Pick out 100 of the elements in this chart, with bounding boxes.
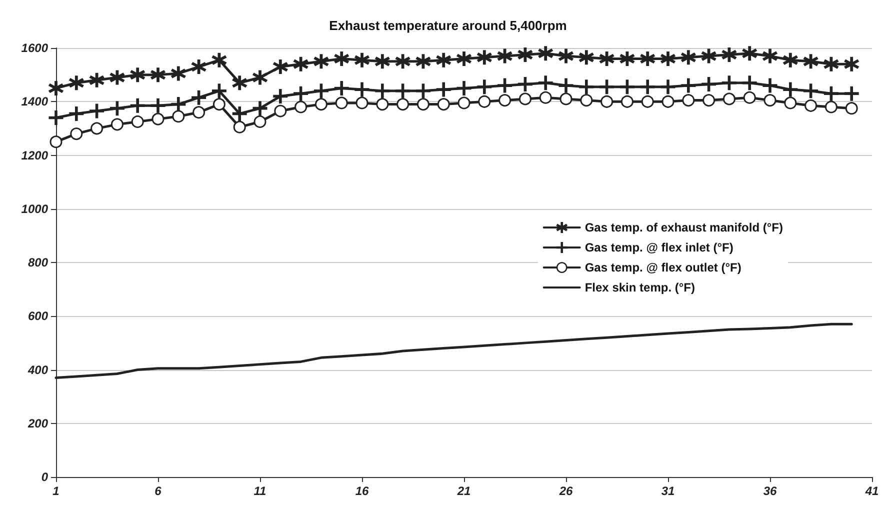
point xyxy=(458,96,470,110)
point xyxy=(579,50,594,65)
point xyxy=(742,46,757,61)
point xyxy=(436,82,451,97)
point xyxy=(804,84,818,98)
point xyxy=(90,122,104,135)
point xyxy=(660,51,676,66)
x-tick-label: 26 xyxy=(558,484,573,498)
point xyxy=(538,76,553,90)
point xyxy=(580,94,593,107)
point xyxy=(845,102,858,115)
y-tick-label: 1000 xyxy=(21,202,48,216)
y-tick-label: 800 xyxy=(28,256,48,270)
chart-title: Exhaust temperature around 5,400rpm xyxy=(329,18,567,33)
point xyxy=(274,104,287,118)
point xyxy=(804,99,818,112)
point xyxy=(314,84,328,98)
point xyxy=(437,98,450,111)
point xyxy=(600,80,614,94)
point xyxy=(844,56,859,72)
point xyxy=(518,47,532,62)
point xyxy=(681,78,696,93)
x-tick-label: 11 xyxy=(254,484,267,498)
y-tick-label: 1600 xyxy=(21,41,48,55)
point xyxy=(233,120,246,134)
point xyxy=(375,54,390,69)
point xyxy=(354,52,370,68)
point xyxy=(702,94,716,107)
legend-label: Gas temp. of exhaust manifold (°F) xyxy=(584,220,784,234)
y-tick-label: 0 xyxy=(41,470,48,484)
point xyxy=(762,78,778,93)
point xyxy=(662,95,674,108)
point xyxy=(498,78,512,93)
point xyxy=(130,68,145,82)
x-tick-label: 16 xyxy=(355,484,369,498)
point xyxy=(192,90,206,105)
point xyxy=(50,136,62,148)
point xyxy=(212,52,226,68)
point xyxy=(130,98,145,113)
point xyxy=(558,48,574,64)
point xyxy=(69,76,84,90)
point xyxy=(682,94,695,107)
point xyxy=(539,91,552,104)
legend-label: Flex skin temp. (°F) xyxy=(584,280,696,294)
line-series xyxy=(54,322,853,380)
point xyxy=(232,76,247,90)
point xyxy=(150,98,166,113)
point xyxy=(375,84,390,98)
point xyxy=(600,51,614,66)
point xyxy=(69,106,84,121)
point xyxy=(294,86,308,101)
x-tick-label: 1 xyxy=(52,484,60,498)
point xyxy=(620,95,634,108)
point xyxy=(212,98,226,111)
point xyxy=(334,51,349,66)
point xyxy=(396,98,410,111)
point xyxy=(743,91,756,104)
point xyxy=(90,104,104,118)
point xyxy=(722,76,736,90)
y-tick-label: 600 xyxy=(28,309,48,324)
point xyxy=(110,101,124,116)
point xyxy=(702,48,716,64)
point xyxy=(396,54,410,69)
point xyxy=(742,76,757,90)
x-tick-label: 21 xyxy=(456,484,471,498)
y-tick-label: 1400 xyxy=(21,94,48,109)
point xyxy=(436,52,451,68)
point xyxy=(131,115,144,128)
point xyxy=(212,84,226,98)
point xyxy=(252,101,268,116)
point xyxy=(376,98,389,111)
point xyxy=(498,94,512,107)
point xyxy=(498,48,512,64)
point xyxy=(620,80,634,94)
point xyxy=(762,48,778,64)
point xyxy=(416,98,430,111)
legend-label: Gas temp. @ flex outlet (°F) xyxy=(584,260,742,274)
point xyxy=(354,82,370,97)
point xyxy=(192,106,206,119)
point xyxy=(764,94,776,107)
point xyxy=(335,96,348,110)
point xyxy=(152,112,164,126)
point xyxy=(456,51,472,66)
point xyxy=(640,80,655,94)
point xyxy=(314,98,328,111)
y-tick-label: 200 xyxy=(26,416,48,430)
y-tick-label: 1200 xyxy=(21,148,48,162)
point xyxy=(396,84,410,98)
point xyxy=(356,96,368,110)
point xyxy=(641,95,654,108)
point xyxy=(560,92,572,106)
point xyxy=(456,80,472,96)
point xyxy=(538,46,553,61)
point xyxy=(416,54,430,69)
point xyxy=(824,86,838,101)
point xyxy=(254,115,266,128)
point xyxy=(783,82,798,97)
point xyxy=(804,54,818,69)
point xyxy=(478,95,491,108)
y-tick-label: 400 xyxy=(26,362,48,377)
